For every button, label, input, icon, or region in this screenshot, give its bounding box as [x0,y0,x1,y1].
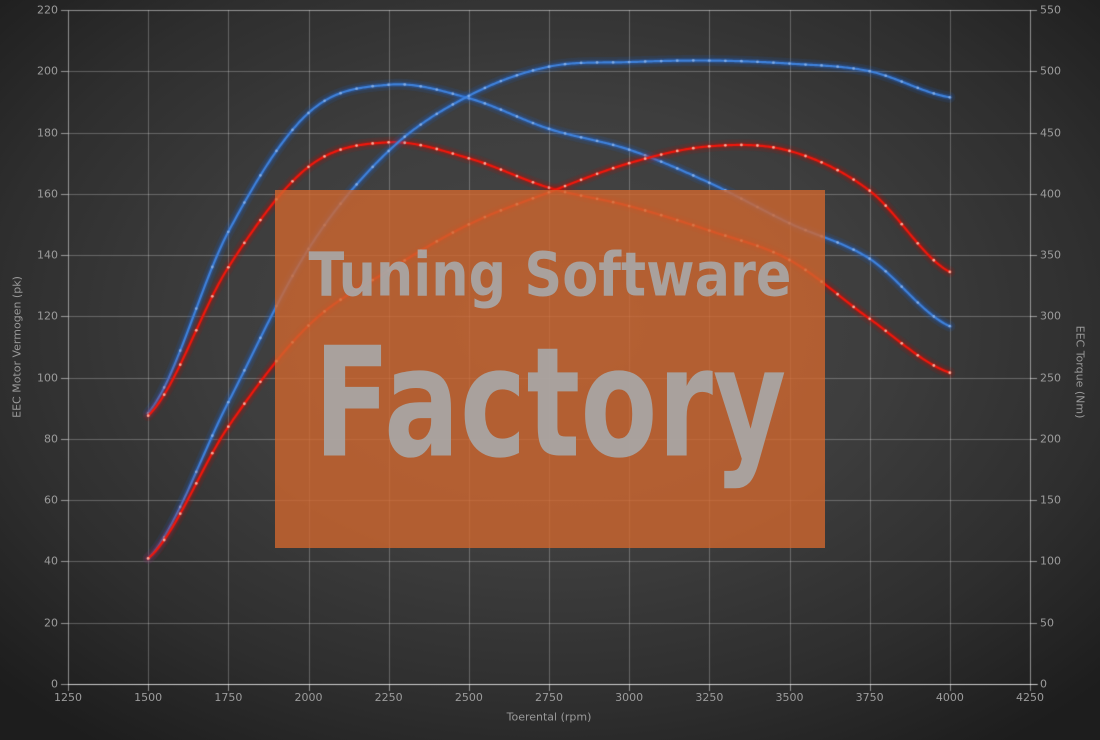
watermark-box: Tuning Software Factory [275,190,825,548]
y-left-tick-label: 120 [37,309,58,323]
y-left-tick-label: 20 [44,616,58,630]
y-left-tick-label: 80 [44,432,58,446]
x-tick-label: 1500 [134,691,163,704]
x-tick-label: 3250 [695,691,724,704]
x-tick-label: 3750 [855,691,884,704]
y-right-tick-label: 500 [1040,64,1061,78]
y-left-tick-label: 40 [44,554,58,568]
y-right-tick-label: 0 [1040,677,1047,691]
y-left-tick-label: 140 [37,248,58,262]
y-right-tick-label: 450 [1040,126,1061,140]
x-tick-label: 4250 [1016,691,1044,704]
x-tick-label: 3000 [615,691,644,704]
y-right-tick-label: 400 [1040,187,1061,201]
y-right-tick-label: 300 [1040,309,1061,323]
x-tick-label: 4000 [935,691,964,704]
x-tick-label: 2000 [294,691,323,704]
y-right-tick-label: 150 [1040,493,1061,507]
x-axis-label: Toerental (rpm) [506,710,592,724]
y-right-tick-label: 100 [1040,554,1061,568]
x-tick-label: 2750 [535,691,563,704]
x-tick-label: 3500 [775,691,804,704]
y-axis-label-left: EEC Motor Vermogen (pk) [10,276,24,418]
x-tick-label: 2250 [374,691,403,704]
y-left-tick-label: 200 [37,64,58,78]
x-tick-label: 1250 [54,691,82,704]
y-axis-label-right: EEC Torque (Nm) [1073,325,1087,419]
x-tick-label: 1750 [214,691,243,704]
y-left-tick-label: 60 [44,493,58,507]
y-left-tick-label: 220 [37,3,58,17]
y-left-tick-label: 180 [37,126,58,140]
y-right-tick-label: 550 [1040,3,1061,17]
y-right-tick-label: 50 [1040,616,1054,630]
watermark-line1: Tuning Software [308,239,792,311]
y-left-tick-label: 160 [37,187,58,201]
x-tick-label: 2500 [454,691,483,704]
watermark-line2: Factory [313,314,787,492]
y-left-tick-label: 0 [51,677,58,691]
y-right-tick-label: 200 [1040,432,1061,446]
y-right-tick-label: 350 [1040,248,1061,262]
y-right-tick-label: 250 [1040,371,1061,385]
y-left-tick-label: 100 [37,371,58,385]
